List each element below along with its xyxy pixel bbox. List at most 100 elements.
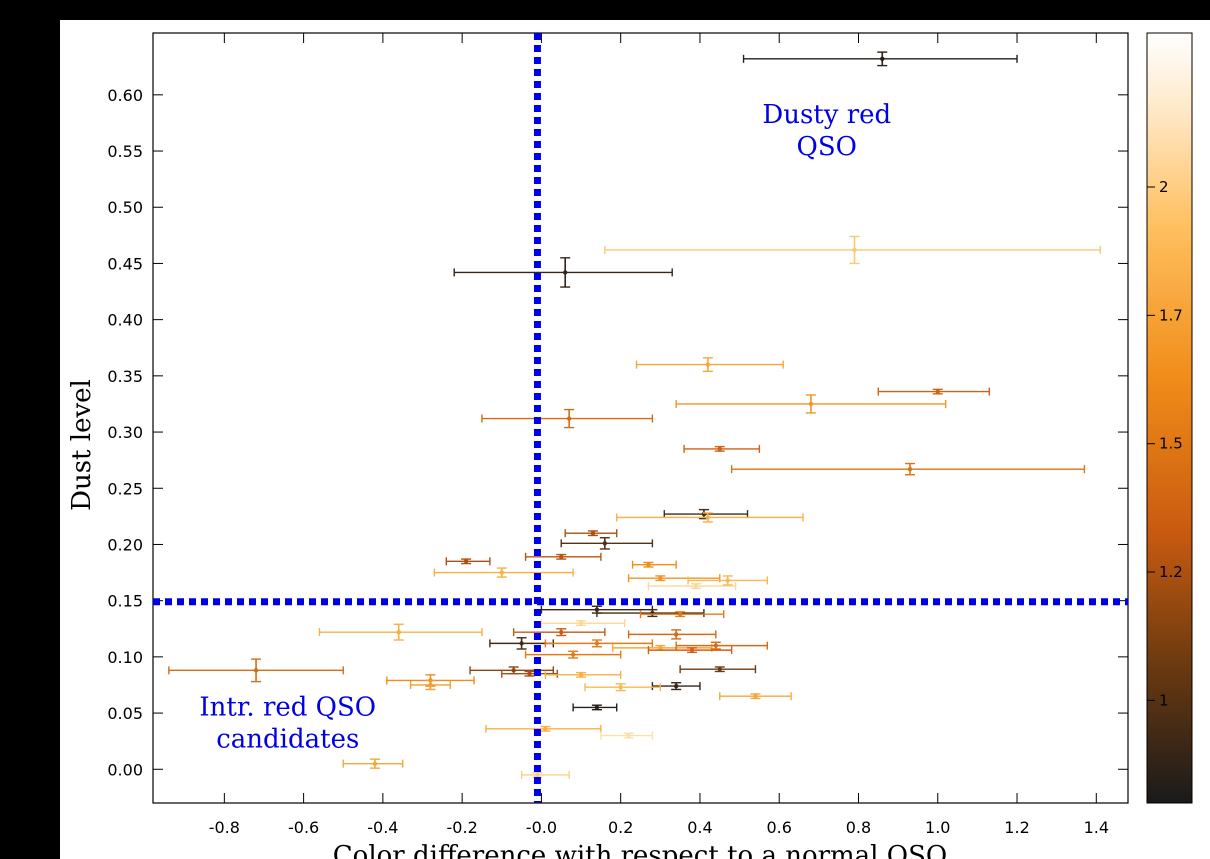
data-point (485, 724, 602, 733)
data-point (501, 669, 558, 678)
data-point (742, 51, 1018, 67)
data-point (572, 703, 618, 712)
point-marker (935, 389, 940, 394)
point-marker (594, 641, 600, 646)
x-tick-label: -0.6 (288, 818, 319, 837)
point-marker (852, 247, 857, 253)
data-point (627, 629, 717, 640)
point-marker (717, 446, 722, 452)
data-point (512, 628, 606, 637)
point-marker (372, 761, 378, 766)
data-point (647, 646, 733, 655)
point-marker (602, 541, 608, 546)
data-point (524, 552, 602, 561)
point-marker (562, 270, 568, 275)
point-marker (578, 672, 584, 678)
data-point (168, 658, 344, 683)
x-tick-label: 1.4 (1084, 818, 1109, 837)
point-marker (673, 632, 679, 637)
point-marker (543, 726, 548, 732)
data-point (627, 574, 721, 583)
y-tick-label: 0.10 (107, 648, 143, 667)
point-marker (527, 671, 532, 676)
point-marker (396, 629, 401, 635)
data-point (433, 567, 574, 578)
data-point (687, 575, 769, 586)
point-marker (594, 705, 600, 710)
point-marker (618, 685, 623, 690)
point-marker (658, 575, 663, 581)
data-points (168, 51, 1101, 779)
axes: -0.8 -0.6 -0.4 -0.2 -0.0 0.2 0.4 0.6 0.8 1.0 1.2 1.… (107, 33, 1128, 837)
data-point (544, 639, 654, 648)
annotation-line: Intr. red QSO (199, 692, 376, 722)
x-axis-label: Color difference with respect to a norma… (333, 841, 947, 859)
x-tick-label: 0.4 (687, 818, 712, 837)
colorbar-tick-label: 1.2 (1159, 563, 1183, 581)
point-marker (253, 668, 259, 673)
colorbar (1146, 32, 1193, 804)
y-tick-label: 0.35 (107, 367, 143, 386)
point-marker (646, 562, 651, 567)
colorbar-tick-label: 1.5 (1159, 435, 1183, 453)
annotation-line: Dusty red (762, 100, 891, 130)
y-tick-label: 0.25 (107, 479, 143, 498)
data-point (647, 582, 737, 591)
data-point (544, 670, 622, 679)
reference-lines (153, 33, 1128, 803)
data-point (318, 623, 483, 641)
point-marker (570, 652, 576, 657)
x-tick-label: 1.0 (925, 818, 950, 837)
point-marker (717, 667, 722, 672)
data-point (683, 444, 761, 453)
x-tick-label: 0.6 (766, 818, 791, 837)
annotation-line: candidates (216, 724, 359, 754)
data-point (719, 692, 792, 701)
point-marker (705, 515, 711, 520)
x-tick-label: 1.2 (1004, 818, 1029, 837)
x-tick-label: -0.0 (526, 818, 557, 837)
point-marker (808, 401, 814, 407)
y-tick-label: 0.45 (107, 254, 143, 273)
y-tick-label: 0.40 (107, 311, 143, 330)
point-marker (428, 682, 433, 688)
point-marker (535, 772, 540, 778)
y-tick-label: 0.05 (107, 704, 143, 723)
point-marker (590, 531, 596, 536)
data-point (604, 235, 1101, 265)
point-marker (673, 683, 679, 689)
data-point (564, 529, 618, 538)
y-tick-label: 0.55 (107, 142, 143, 161)
y-tick-label: 0.00 (107, 760, 143, 779)
colorbar-tick-label: 1.7 (1159, 306, 1183, 324)
point-marker (907, 466, 913, 472)
data-point (600, 731, 654, 740)
y-tick-label: 0.20 (107, 535, 143, 554)
x-tick-label: -0.2 (447, 818, 478, 837)
colorbar-tick-label: 2 (1159, 178, 1169, 196)
point-marker (511, 668, 516, 673)
point-marker (578, 620, 584, 626)
colorbar-ticks: 2 1.7 1.5 1.2 1 (1147, 178, 1183, 709)
data-point (616, 512, 804, 523)
x-tick-label: 0.2 (608, 818, 633, 837)
data-point (639, 610, 725, 619)
y-tick-label: 0.50 (107, 198, 143, 217)
data-point (584, 683, 662, 692)
data-point (679, 665, 757, 674)
point-marker (559, 629, 564, 635)
point-marker (519, 641, 524, 646)
point-marker (725, 578, 730, 583)
point-marker (658, 645, 663, 651)
data-point (877, 387, 990, 396)
x-tick-label: 0.8 (846, 818, 871, 837)
data-point (730, 462, 1086, 476)
y-axis-label: Dust level (67, 379, 97, 511)
point-marker (499, 570, 504, 575)
data-point (524, 650, 622, 659)
data-point (540, 619, 626, 628)
point-marker (689, 647, 695, 653)
data-point (445, 557, 491, 566)
